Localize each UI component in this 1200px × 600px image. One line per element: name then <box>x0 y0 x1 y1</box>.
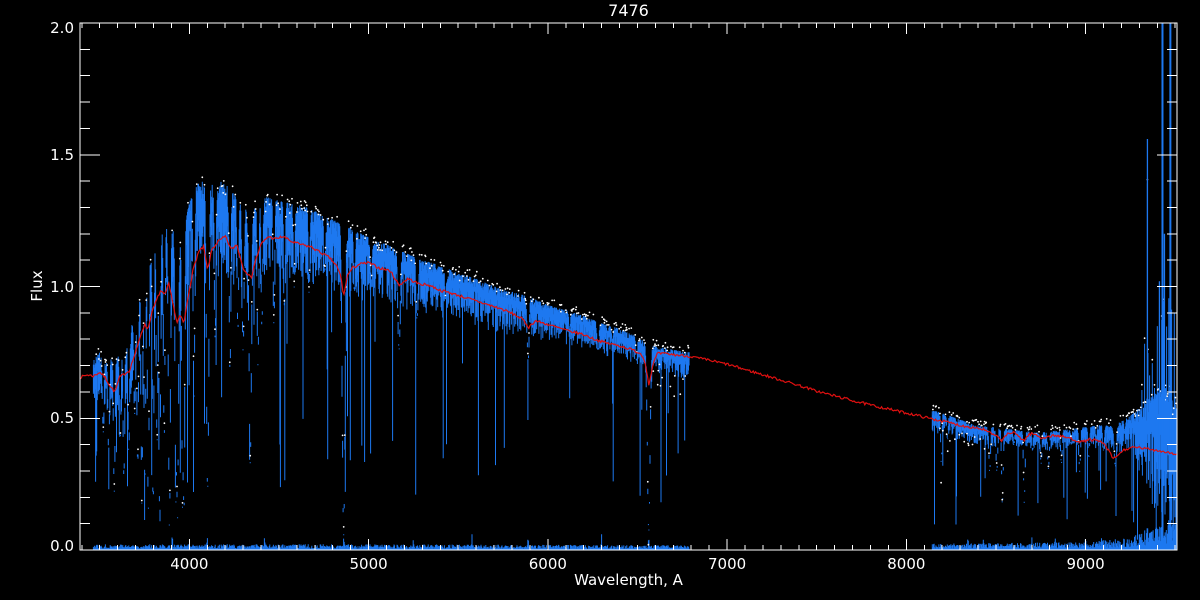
y-tick-label: 1.0 <box>50 277 74 296</box>
plot-title: 7476 <box>608 1 649 20</box>
y-tick-label: 0.5 <box>50 409 74 428</box>
x-tick-label: 5000 <box>349 555 388 573</box>
x-tick-label: 7000 <box>707 555 747 573</box>
y-tick-label: 1.5 <box>50 145 74 164</box>
x-tick-label: 8000 <box>887 555 926 573</box>
y-tick-label: 2.0 <box>50 19 74 37</box>
x-axis-label: Wavelength, A <box>574 571 683 589</box>
x-tick-label: 9000 <box>1066 555 1105 573</box>
x-tick-label: 4000 <box>170 555 209 573</box>
y-tick-label: 0.0 <box>50 537 74 555</box>
x-tick-label: 6000 <box>528 555 567 573</box>
